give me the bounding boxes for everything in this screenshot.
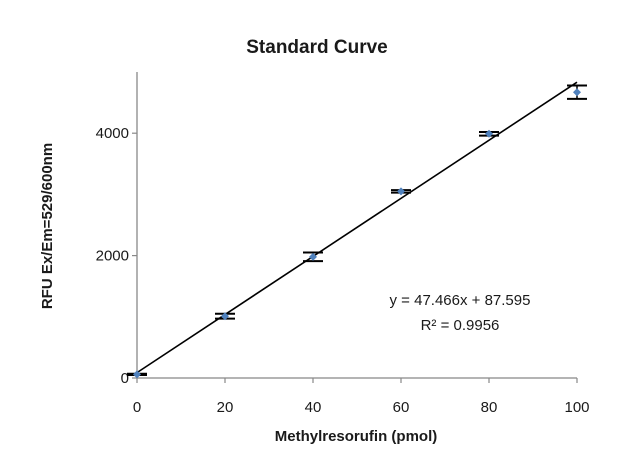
x-tick-label: 0 (133, 399, 141, 416)
axes (136, 72, 577, 379)
ticks: 0 20 40 60 80 100 0 2000 4000 (96, 125, 590, 416)
error-bars (127, 84, 587, 376)
data-point (573, 88, 581, 97)
data-points (133, 88, 581, 379)
y-tick-label: 0 (121, 370, 129, 387)
y-tick-label: 2000 (96, 248, 129, 265)
x-tick-label: 20 (217, 399, 234, 416)
y-axis-label: RFU Ex/Em=529/600nm (39, 143, 56, 309)
trendline-equation: y = 47.466x + 87.595 (390, 292, 531, 309)
x-axis-label: Methylresorufin (pmol) (275, 428, 438, 445)
data-point (309, 252, 317, 261)
x-tick-label: 100 (564, 399, 589, 416)
data-point (485, 129, 493, 138)
data-point (397, 187, 405, 196)
data-point (133, 370, 141, 379)
x-tick-label: 40 (305, 399, 322, 416)
x-tick-label: 60 (393, 399, 410, 416)
trendline-group (136, 81, 578, 374)
trendline-r-squared: R² = 0.9956 (421, 317, 500, 334)
y-tick-label: 4000 (96, 125, 129, 142)
data-point (221, 312, 229, 321)
trendline (136, 81, 578, 374)
x-tick-label: 80 (481, 399, 498, 416)
chart-title: Standard Curve (246, 37, 387, 58)
